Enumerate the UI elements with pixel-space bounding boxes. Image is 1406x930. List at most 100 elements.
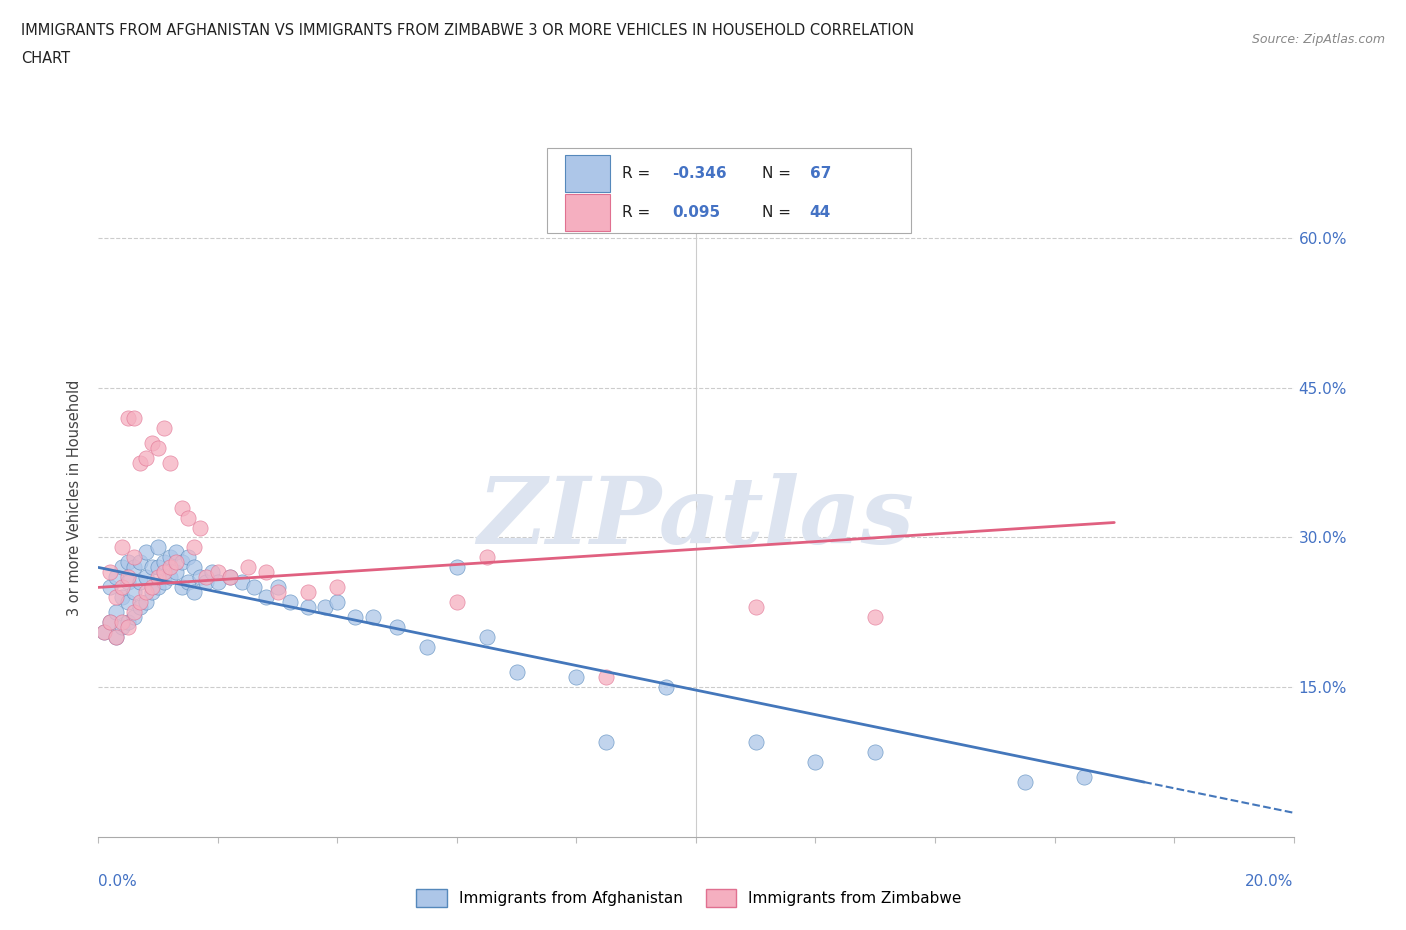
Point [111,580,134,595]
Bar [565,154,610,192]
Point [111,615,134,630]
Point [117,410,139,425]
Text: 0.0%: 0.0% [98,874,138,889]
Text: R =: R = [621,166,655,180]
Point [124,560,146,575]
Point [141,585,163,600]
Text: N =: N = [762,166,796,180]
Point [1073,770,1095,785]
Point [363,610,385,625]
Y-axis label: 3 or more Vehicles in Household: 3 or more Vehicles in Household [67,379,83,616]
Text: CHART: CHART [21,51,70,66]
Point [135,545,157,560]
Point [129,575,152,590]
Point [93,625,115,640]
Point [141,580,163,595]
Point [105,630,128,644]
Point [93,625,115,640]
Point [188,520,211,535]
Point [111,590,134,604]
Point [297,585,319,600]
Point [207,575,229,590]
Point [117,575,139,590]
Point [105,590,128,604]
Point [111,620,134,635]
Point [446,595,468,610]
Point [117,595,139,610]
Point [183,560,205,575]
Point [254,565,277,580]
Point [159,570,181,585]
Point [117,615,139,630]
Legend: Immigrants from Afghanistan, Immigrants from Zimbabwe: Immigrants from Afghanistan, Immigrants … [411,884,967,913]
Text: N =: N = [762,205,796,219]
Point [315,600,337,615]
Point [124,604,146,619]
Text: 0.095: 0.095 [672,205,720,219]
Point [278,595,301,610]
Point [159,550,181,565]
Point [326,580,349,595]
Point [172,500,194,515]
Text: -0.346: -0.346 [672,166,727,180]
Point [236,560,259,575]
Point [117,555,139,570]
Point [165,545,187,560]
Point [219,570,242,585]
Point [148,560,170,575]
Point [165,565,187,580]
Point [183,540,205,555]
Point [595,670,617,684]
Point [129,595,152,610]
Point [865,610,887,625]
Text: Source: ZipAtlas.com: Source: ZipAtlas.com [1251,33,1385,46]
Point [177,575,200,590]
Point [385,620,409,635]
Text: ZIPatlas: ZIPatlas [478,473,914,563]
Point [129,555,152,570]
Point [475,630,498,644]
Point [595,735,617,750]
Point [177,550,200,565]
Point [135,570,157,585]
Point [201,565,224,580]
Point [297,600,319,615]
Point [148,580,170,595]
Point [159,455,181,470]
Point [105,630,128,644]
Point [416,640,439,655]
Point [129,455,152,470]
Point [207,565,229,580]
Point [165,555,187,570]
Point [153,565,176,580]
Point [865,745,887,760]
FancyBboxPatch shape [547,148,911,232]
Point [446,560,468,575]
Point [153,575,176,590]
Point [135,595,157,610]
Point [105,604,128,619]
Point [254,590,277,604]
Point [117,570,139,585]
Bar [565,193,610,231]
Text: 20.0%: 20.0% [1246,874,1294,889]
Point [267,585,290,600]
Point [135,450,157,465]
Point [100,615,122,630]
Point [105,570,128,585]
Point [135,585,157,600]
Text: R =: R = [621,205,655,219]
Point [195,570,218,585]
Point [565,670,588,684]
Point [141,435,163,450]
Text: 67: 67 [810,166,831,180]
Point [745,600,768,615]
Point [153,420,176,435]
Point [655,680,678,695]
Point [100,615,122,630]
Point [804,754,827,769]
Point [124,585,146,600]
Point [1014,775,1036,790]
Point [100,565,122,580]
Point [177,510,200,525]
